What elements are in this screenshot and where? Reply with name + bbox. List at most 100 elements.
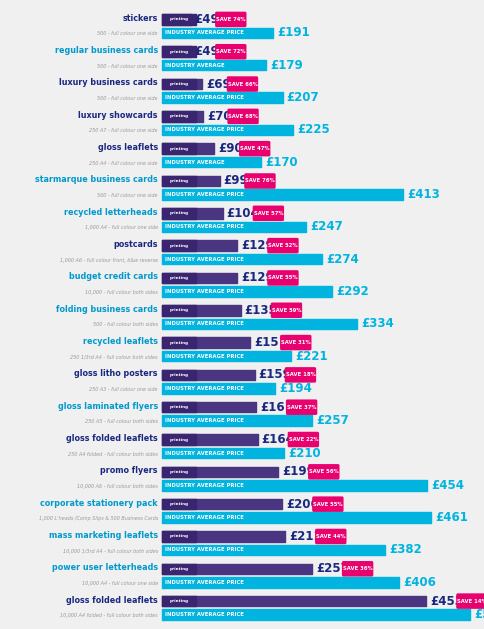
- FancyBboxPatch shape: [227, 76, 257, 92]
- Text: £413: £413: [406, 188, 439, 201]
- Text: INDUSTRY AVERAGE PRICE: INDUSTRY AVERAGE PRICE: [165, 580, 243, 585]
- Text: SAVE 55%: SAVE 55%: [312, 502, 342, 506]
- FancyBboxPatch shape: [270, 303, 302, 318]
- Text: £461: £461: [434, 511, 467, 524]
- Text: corporate stationery pack: corporate stationery pack: [40, 499, 158, 508]
- Text: £453: £453: [429, 594, 462, 608]
- FancyBboxPatch shape: [312, 496, 343, 512]
- Text: printing: printing: [169, 243, 188, 248]
- Text: SAVE 22%: SAVE 22%: [288, 437, 318, 442]
- Text: recycled leaflets: recycled leaflets: [83, 337, 158, 346]
- Text: SAVE 52%: SAVE 52%: [268, 243, 297, 248]
- Text: 250 A4 folded - full colour both sides: 250 A4 folded - full colour both sides: [68, 452, 158, 457]
- Text: stickers: stickers: [122, 14, 158, 23]
- Text: £49: £49: [194, 13, 219, 26]
- Text: INDUSTRY AVERAGE PRICE: INDUSTRY AVERAGE PRICE: [165, 483, 243, 488]
- Text: luxury showcards: luxury showcards: [78, 111, 158, 120]
- Text: £104: £104: [226, 207, 259, 220]
- Text: mass marketing leaflets: mass marketing leaflets: [49, 531, 158, 540]
- FancyBboxPatch shape: [267, 270, 298, 286]
- Text: printing: printing: [169, 18, 188, 21]
- Text: SAVE 37%: SAVE 37%: [286, 404, 316, 409]
- Text: printing: printing: [169, 82, 188, 86]
- Text: £191: £191: [277, 26, 310, 40]
- Text: £334: £334: [360, 317, 393, 330]
- Text: SAVE 44%: SAVE 44%: [315, 534, 345, 539]
- FancyBboxPatch shape: [287, 431, 318, 447]
- Text: SAVE 47%: SAVE 47%: [240, 146, 269, 151]
- Text: 500 - full colour one side: 500 - full colour one side: [97, 31, 158, 36]
- Text: 10,000 A4 - full colour one side: 10,000 A4 - full colour one side: [82, 581, 158, 586]
- Text: postcards: postcards: [113, 240, 158, 249]
- Text: INDUSTRY AVERAGE PRICE: INDUSTRY AVERAGE PRICE: [165, 95, 243, 100]
- Text: 1,000 A4 - full colour one side: 1,000 A4 - full colour one side: [85, 225, 158, 230]
- Text: SAVE 57%: SAVE 57%: [253, 211, 283, 216]
- Text: SAVE 31%: SAVE 31%: [280, 340, 310, 345]
- Text: 10,000 A4 folded - full colour both sides: 10,000 A4 folded - full colour both side…: [60, 613, 158, 618]
- Text: folding business cards: folding business cards: [56, 304, 158, 314]
- Text: INDUSTRY AVERAGE PRICE: INDUSTRY AVERAGE PRICE: [165, 353, 243, 359]
- Text: £199: £199: [282, 465, 314, 478]
- Text: 10,000 - full colour both sides: 10,000 - full colour both sides: [85, 290, 158, 295]
- Text: INDUSTRY AVERAGE: INDUSTRY AVERAGE: [165, 63, 224, 68]
- Text: 500 - full colour one side: 500 - full colour one side: [97, 193, 158, 198]
- Text: £129: £129: [241, 239, 273, 252]
- FancyBboxPatch shape: [279, 335, 311, 350]
- Text: 250 1/3rd A4 - full colour both sides: 250 1/3rd A4 - full colour both sides: [70, 355, 158, 360]
- Text: printing: printing: [169, 308, 188, 312]
- Text: £292: £292: [335, 285, 368, 298]
- Text: printing: printing: [169, 535, 188, 538]
- Text: INDUSTRY AVERAGE PRICE: INDUSTRY AVERAGE PRICE: [165, 612, 243, 617]
- Text: printing: printing: [169, 567, 188, 571]
- Text: INDUSTRY AVERAGE PRICE: INDUSTRY AVERAGE PRICE: [165, 225, 243, 230]
- Text: INDUSTRY AVERAGE PRICE: INDUSTRY AVERAGE PRICE: [165, 321, 243, 326]
- Text: £194: £194: [279, 382, 311, 395]
- Text: SAVE 36%: SAVE 36%: [342, 566, 372, 571]
- Text: £159: £159: [258, 369, 291, 381]
- Text: 250 A4 - full colour one side: 250 A4 - full colour one side: [90, 161, 158, 165]
- Text: promo flyers: promo flyers: [100, 466, 158, 476]
- Text: INDUSTRY AVERAGE PRICE: INDUSTRY AVERAGE PRICE: [165, 127, 243, 132]
- Text: gloss litho posters: gloss litho posters: [75, 369, 158, 378]
- Text: £382: £382: [388, 543, 421, 557]
- Text: £151: £151: [254, 336, 286, 349]
- Text: £274: £274: [325, 253, 358, 265]
- Text: £70: £70: [206, 110, 231, 123]
- Text: INDUSTRY AVERAGE PRICE: INDUSTRY AVERAGE PRICE: [165, 192, 243, 197]
- FancyBboxPatch shape: [267, 238, 298, 253]
- Text: 500 - full colour both sides: 500 - full colour both sides: [93, 322, 158, 327]
- Text: £99: £99: [223, 174, 248, 187]
- FancyBboxPatch shape: [455, 593, 484, 609]
- Text: £406: £406: [402, 576, 435, 589]
- Text: 250 A7 - full colour one side: 250 A7 - full colour one side: [90, 128, 158, 133]
- Text: INDUSTRY AVERAGE PRICE: INDUSTRY AVERAGE PRICE: [165, 30, 243, 35]
- FancyBboxPatch shape: [341, 561, 373, 577]
- Text: gloss folded leaflets: gloss folded leaflets: [66, 596, 158, 604]
- FancyBboxPatch shape: [307, 464, 339, 479]
- FancyBboxPatch shape: [284, 367, 316, 382]
- Text: £210: £210: [288, 447, 320, 460]
- Text: printing: printing: [169, 276, 188, 280]
- Text: printing: printing: [169, 470, 188, 474]
- Text: INDUSTRY AVERAGE PRICE: INDUSTRY AVERAGE PRICE: [165, 515, 243, 520]
- Text: £528: £528: [473, 608, 484, 621]
- Text: printing: printing: [169, 50, 188, 53]
- Text: luxury business cards: luxury business cards: [59, 79, 158, 87]
- Text: 10,000 1/3rd A4 - full colour both sides: 10,000 1/3rd A4 - full colour both sides: [62, 548, 158, 554]
- Text: power user letterheads: power user letterheads: [52, 563, 158, 572]
- Text: £207: £207: [286, 91, 319, 104]
- Text: £170: £170: [265, 155, 297, 169]
- Text: printing: printing: [169, 405, 188, 409]
- Text: SAVE 68%: SAVE 68%: [227, 114, 257, 119]
- Text: £211: £211: [288, 530, 321, 543]
- Text: SAVE 74%: SAVE 74%: [215, 17, 245, 22]
- Text: £221: £221: [294, 350, 327, 362]
- Text: printing: printing: [169, 179, 188, 183]
- FancyBboxPatch shape: [227, 109, 258, 124]
- Text: SAVE 18%: SAVE 18%: [285, 372, 315, 377]
- Text: 10,000 A6 - full colour both sides: 10,000 A6 - full colour both sides: [77, 484, 158, 489]
- Text: 250 A5 - full colour both sides: 250 A5 - full colour both sides: [85, 420, 158, 424]
- Text: 1,000 L'heads /Comp Slips & 500 Business Cards: 1,000 L'heads /Comp Slips & 500 Business…: [39, 516, 158, 521]
- FancyBboxPatch shape: [286, 399, 317, 415]
- Text: 250 A3 - full colour one side: 250 A3 - full colour one side: [90, 387, 158, 392]
